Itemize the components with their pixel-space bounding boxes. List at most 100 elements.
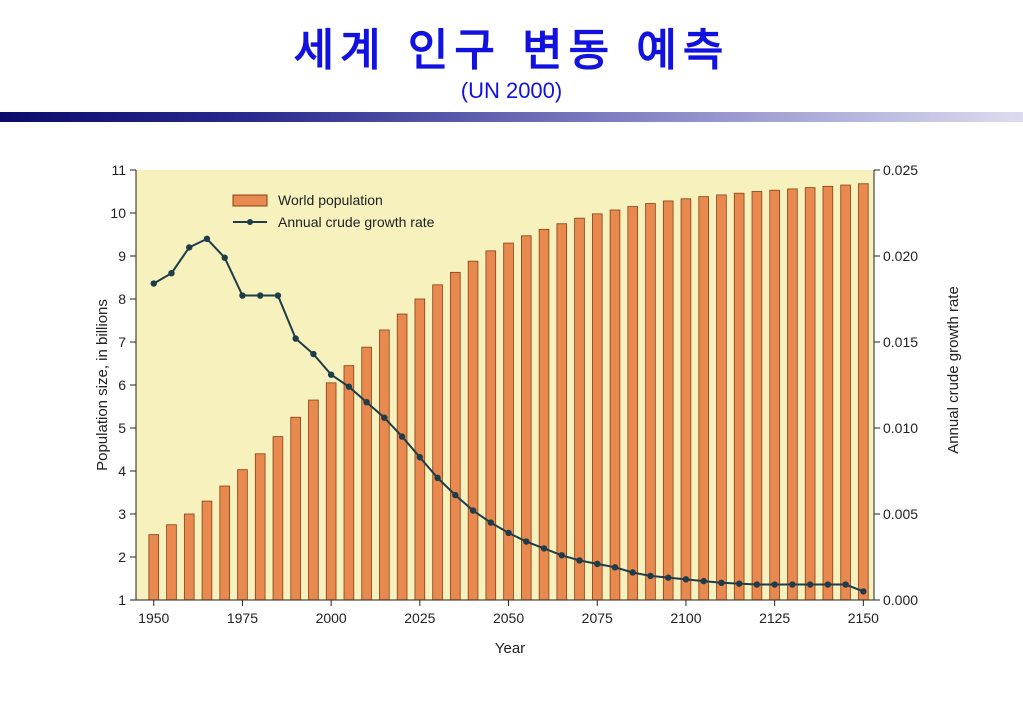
x-tick-label: 1975: [227, 610, 258, 626]
growth-rate-point: [629, 569, 636, 576]
population-bar: [733, 192, 745, 601]
y-tick-label: 4: [118, 463, 126, 479]
population-bar: [822, 185, 834, 601]
population-bar: [858, 183, 869, 601]
growth-rate-point: [186, 244, 193, 251]
growth-rate-point: [665, 574, 672, 581]
y2-tick-label: 0.005: [883, 506, 918, 522]
growth-rate-point: [416, 454, 424, 461]
population-bar: [716, 194, 727, 601]
population-bar: [343, 365, 355, 601]
population-bar: [148, 534, 160, 601]
growth-rate-point: [274, 292, 282, 299]
growth-rate-point: [168, 270, 175, 277]
population-bar: [503, 242, 514, 601]
population-bar: [290, 416, 301, 601]
growth-rate-point: [363, 399, 370, 406]
growth-rate-point: [239, 292, 246, 299]
right-axis-ticks: 0.000 0.005 0.010 0.015 0.020 0.025: [874, 162, 918, 608]
growth-rate-point: [292, 335, 299, 342]
growth-rate-point: [718, 579, 725, 586]
growth-rate-point: [398, 433, 406, 440]
y-tick-label: 11: [111, 162, 126, 178]
population-bar: [609, 209, 621, 601]
growth-rate-point: [753, 581, 761, 588]
population-bar: [804, 187, 816, 601]
slide-title: 세계 인구 변동 예측: [293, 25, 730, 76]
growth-rate-point: [824, 581, 832, 588]
growth-rate-point: [576, 557, 583, 564]
y-tick-label: 1: [118, 592, 126, 608]
y-tick-label: 3: [118, 506, 126, 522]
x-tick-label: 2000: [316, 610, 347, 626]
population-bars: [148, 183, 869, 601]
population-bar: [201, 500, 213, 601]
growth-rate-point: [256, 292, 264, 299]
legend-swatch-population: [232, 194, 268, 207]
y2-axis-title: Annual crude growth rate: [945, 286, 962, 454]
left-axis-ticks: 1 2 3 4 5 6 7 8 9 10 11: [110, 162, 136, 608]
population-bar: [538, 228, 550, 601]
x-axis-ticks: 1950 1975 2000 2025 2050 2075 2100 2125 2150: [138, 600, 879, 626]
population-bar: [361, 346, 372, 601]
population-bar: [450, 271, 461, 601]
population-bar: [645, 203, 656, 601]
growth-rate-point: [860, 588, 867, 595]
growth-rate-point: [345, 383, 353, 390]
title-divider: [0, 112, 1023, 122]
population-bar: [769, 189, 780, 601]
population-bar: [467, 260, 479, 601]
population-bar: [166, 524, 177, 601]
population-bar: [680, 198, 692, 601]
population-bar: [591, 213, 603, 601]
growth-rate-point: [647, 572, 654, 580]
population-bar: [787, 188, 798, 601]
growth-rate-point: [150, 280, 157, 287]
population-bar: [521, 235, 532, 601]
growth-rate-point: [735, 580, 743, 587]
y-tick-label: 5: [118, 420, 126, 436]
population-bar: [396, 313, 408, 601]
growth-rate-point: [505, 529, 512, 537]
growth-rate-points: [150, 235, 867, 595]
y-tick-label: 10: [110, 205, 126, 221]
legend-label-growth: Annual crude growth rate: [278, 214, 435, 230]
growth-rate-point: [203, 235, 211, 242]
slide-subtitle: (UN 2000): [460, 78, 563, 103]
y2-tick-label: 0.015: [883, 334, 918, 350]
growth-rate-point: [771, 581, 778, 588]
y2-tick-label: 0.010: [883, 420, 918, 436]
growth-rate-point: [842, 581, 849, 588]
population-bar: [432, 284, 443, 601]
population-bar: [556, 223, 568, 601]
y2-tick-label: 0.000: [883, 592, 918, 608]
x-tick-label: 2050: [493, 610, 524, 626]
y-tick-label: 2: [118, 549, 126, 565]
growth-rate-point: [682, 576, 690, 583]
population-bar: [219, 485, 230, 601]
growth-rate-point: [611, 564, 619, 571]
growth-rate-point: [452, 491, 459, 499]
y-axis-title: Population size, in billions: [94, 299, 111, 471]
y-tick-label: 7: [118, 334, 126, 350]
x-axis-title: Year: [495, 640, 525, 657]
y-tick-label: 6: [118, 377, 126, 393]
growth-rate-point: [487, 519, 495, 526]
legend-label-population: World population: [278, 192, 383, 208]
population-bar: [183, 513, 195, 601]
growth-rate-point: [594, 560, 601, 568]
population-bar: [308, 399, 319, 601]
x-tick-label: 2100: [670, 610, 701, 626]
population-bar: [574, 217, 585, 601]
population-bar: [662, 200, 674, 601]
growth-rate-point: [789, 581, 796, 588]
growth-rate-point: [434, 474, 441, 482]
growth-rate-point: [558, 552, 565, 559]
growth-rate-point: [310, 350, 317, 358]
x-tick-label: 2125: [759, 610, 790, 626]
population-bar: [254, 453, 266, 601]
population-bar: [272, 436, 284, 601]
growth-rate-point: [469, 507, 477, 514]
legend-swatch-growth-point: [247, 219, 253, 225]
